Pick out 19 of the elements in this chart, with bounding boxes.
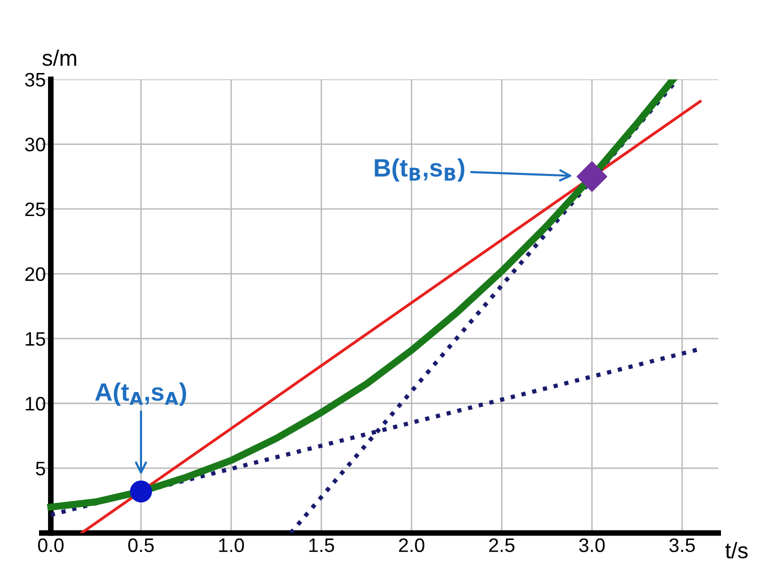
y-tick-label: 25 — [25, 202, 46, 216]
x-tick-label: 0.0 — [38, 538, 64, 552]
y-tick-label: 20 — [25, 267, 46, 282]
y-tick-label: 15 — [26, 332, 46, 346]
x-tick-label: 2.0 — [399, 538, 424, 552]
y-tick-label: 10 — [26, 396, 46, 411]
x-tick-label: 3.0 — [579, 538, 605, 552]
y-axis-title: s/m — [42, 50, 76, 66]
x-tick-label: 0.5 — [128, 538, 154, 552]
y-tick-label: 35 — [25, 72, 46, 87]
x-tick-label: 1.5 — [309, 538, 334, 552]
x-tick-label: 2.5 — [489, 538, 514, 552]
x-tick-label: 3.5 — [669, 538, 695, 552]
x-axis-title: t/s — [725, 542, 748, 558]
y-tick-label: 5 — [36, 462, 46, 476]
annotation: A(t$_{A}$,s$_{A}$) — [95, 382, 186, 406]
x-tick-label: 1.0 — [219, 538, 244, 552]
annotation: B(t$_{B}$,s$_{B}$) — [374, 158, 464, 182]
y-tick-label: 30 — [25, 138, 46, 152]
